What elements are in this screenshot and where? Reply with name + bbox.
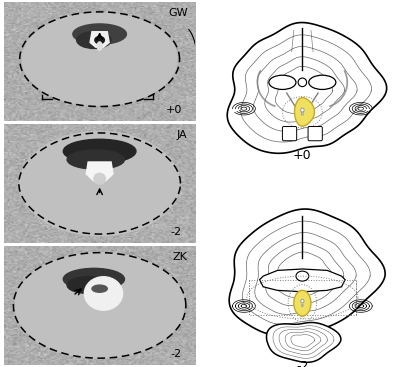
Polygon shape — [90, 32, 109, 47]
Text: ZK: ZK — [173, 252, 188, 262]
Polygon shape — [260, 269, 345, 292]
Ellipse shape — [301, 299, 304, 303]
Ellipse shape — [20, 131, 180, 236]
Ellipse shape — [15, 252, 184, 358]
Ellipse shape — [22, 13, 177, 105]
Ellipse shape — [92, 285, 107, 292]
Ellipse shape — [300, 108, 304, 112]
Ellipse shape — [67, 150, 124, 169]
Ellipse shape — [298, 78, 307, 87]
Ellipse shape — [309, 75, 336, 90]
Ellipse shape — [269, 75, 296, 90]
Ellipse shape — [63, 139, 136, 163]
Polygon shape — [229, 209, 385, 335]
Ellipse shape — [302, 304, 303, 306]
Polygon shape — [266, 323, 341, 362]
Ellipse shape — [77, 32, 111, 48]
Polygon shape — [294, 98, 314, 126]
Ellipse shape — [73, 24, 126, 44]
Text: -2: -2 — [171, 349, 182, 359]
Ellipse shape — [302, 112, 303, 115]
Text: JA: JA — [177, 130, 188, 140]
Text: -2: -2 — [296, 360, 308, 367]
Ellipse shape — [67, 277, 109, 294]
FancyBboxPatch shape — [308, 127, 322, 141]
Text: +0: +0 — [293, 149, 312, 162]
Polygon shape — [227, 22, 387, 153]
Ellipse shape — [97, 42, 102, 50]
Ellipse shape — [63, 268, 124, 290]
Polygon shape — [294, 290, 311, 316]
Text: -2: -2 — [171, 227, 182, 237]
Text: +0: +0 — [166, 105, 182, 115]
Ellipse shape — [94, 173, 105, 184]
Text: GW: GW — [168, 8, 188, 18]
Ellipse shape — [84, 277, 122, 310]
Ellipse shape — [296, 271, 309, 281]
Polygon shape — [86, 162, 113, 181]
FancyBboxPatch shape — [282, 127, 297, 141]
Ellipse shape — [95, 36, 104, 44]
